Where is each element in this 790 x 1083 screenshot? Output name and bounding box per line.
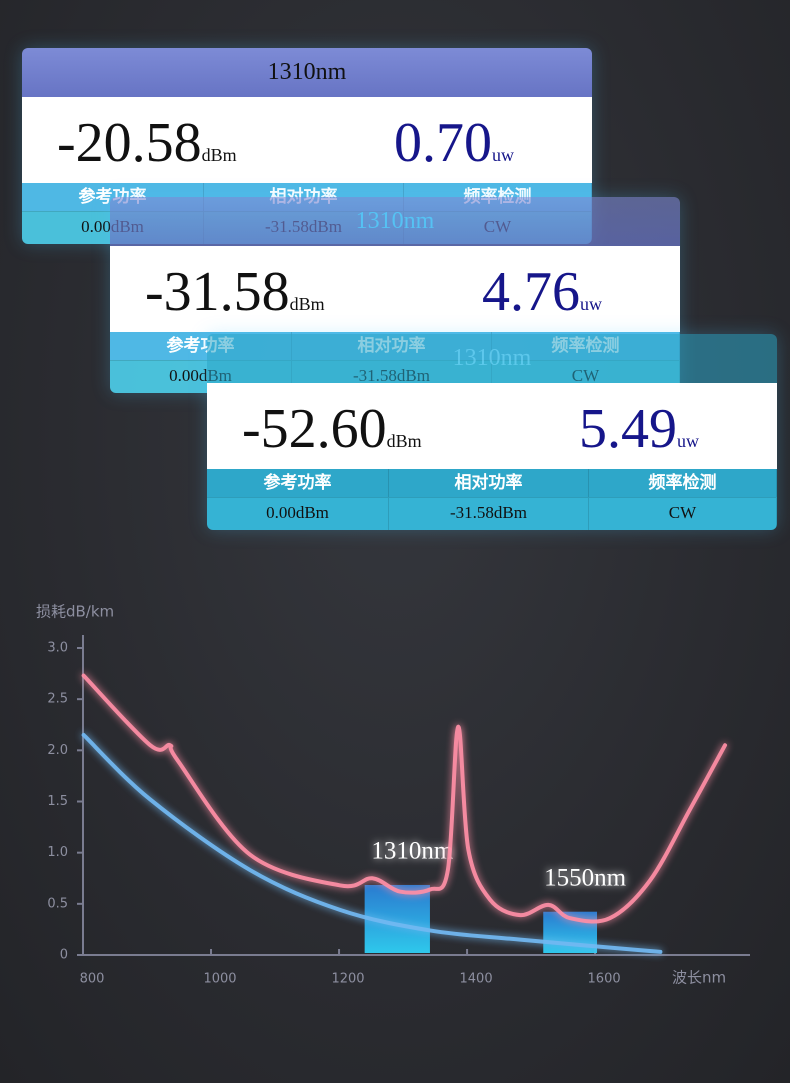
x-axis-label: 波长nm — [672, 969, 726, 987]
reading-unit: dBm — [201, 145, 237, 165]
y-axis-label: 损耗dB/km — [36, 603, 114, 621]
y-tick-label: 1.5 — [47, 794, 68, 809]
x-tick-label: 1200 — [331, 972, 364, 987]
reading-unit: dBm — [386, 431, 422, 451]
card-title: 1310nm — [110, 197, 680, 246]
band-label: 1310nm — [371, 838, 454, 865]
band-label: 1550nm — [544, 864, 627, 891]
y-tick-label: 2.5 — [47, 692, 68, 707]
power-value: 4.76 — [482, 261, 580, 323]
reading: -31.58dBm — [145, 260, 325, 324]
x-tick-label: 800 — [80, 972, 105, 987]
table-cell: -31.58dBm — [389, 497, 589, 530]
meter-card: 1310nm -52.60dBm 5.49uw 参考功率 相对功率 频率检测 0.00dBm… — [207, 334, 777, 530]
reading: -20.58dBm — [57, 111, 237, 175]
power-value: 5.49 — [579, 398, 677, 460]
table-header: 相对功率 — [389, 469, 589, 497]
x-tick-label: 1000 — [203, 972, 236, 987]
reading-unit: dBm — [289, 294, 325, 314]
table-cell: 0.00dBm — [207, 497, 389, 530]
reading-value: -52.60 — [242, 398, 387, 460]
table-header: 频率检测 — [589, 469, 777, 497]
reading-panel: -31.58dBm 4.76uw — [110, 246, 680, 332]
power-unit: uw — [580, 294, 602, 314]
y-tick-label: 0 — [60, 948, 68, 963]
power: 5.49uw — [579, 397, 699, 461]
reading-panel: -52.60dBm 5.49uw — [207, 383, 777, 469]
reading-panel: -20.58dBm 0.70uw — [22, 97, 592, 183]
power-unit: uw — [492, 145, 514, 165]
power-value: 0.70 — [394, 112, 492, 174]
y-tick-label: 2.0 — [47, 743, 68, 758]
chart: 损耗dB/km 波长nm 0 0.5 1.0 1.5 2.0 2.5 3.0 800 1000 1… — [36, 603, 750, 987]
series-line — [81, 732, 663, 954]
y-tick-label: 0.5 — [47, 896, 68, 911]
power: 4.76uw — [482, 260, 602, 324]
reading: -52.60dBm — [242, 397, 422, 461]
x-tick-label: 1400 — [460, 972, 493, 987]
reading-value: -31.58 — [145, 261, 290, 323]
power: 0.70uw — [394, 111, 514, 175]
series-line — [81, 673, 728, 924]
x-tick-label: 1600 — [588, 972, 621, 987]
y-tick-label: 3.0 — [47, 641, 68, 656]
y-tick-label: 1.0 — [47, 845, 68, 860]
card-title: 1310nm — [22, 48, 592, 97]
power-unit: uw — [677, 431, 699, 451]
table-cell: CW — [589, 497, 777, 530]
reading-value: -20.58 — [57, 112, 202, 174]
table-header: 参考功率 — [207, 469, 389, 497]
card-title: 1310nm — [207, 334, 777, 383]
